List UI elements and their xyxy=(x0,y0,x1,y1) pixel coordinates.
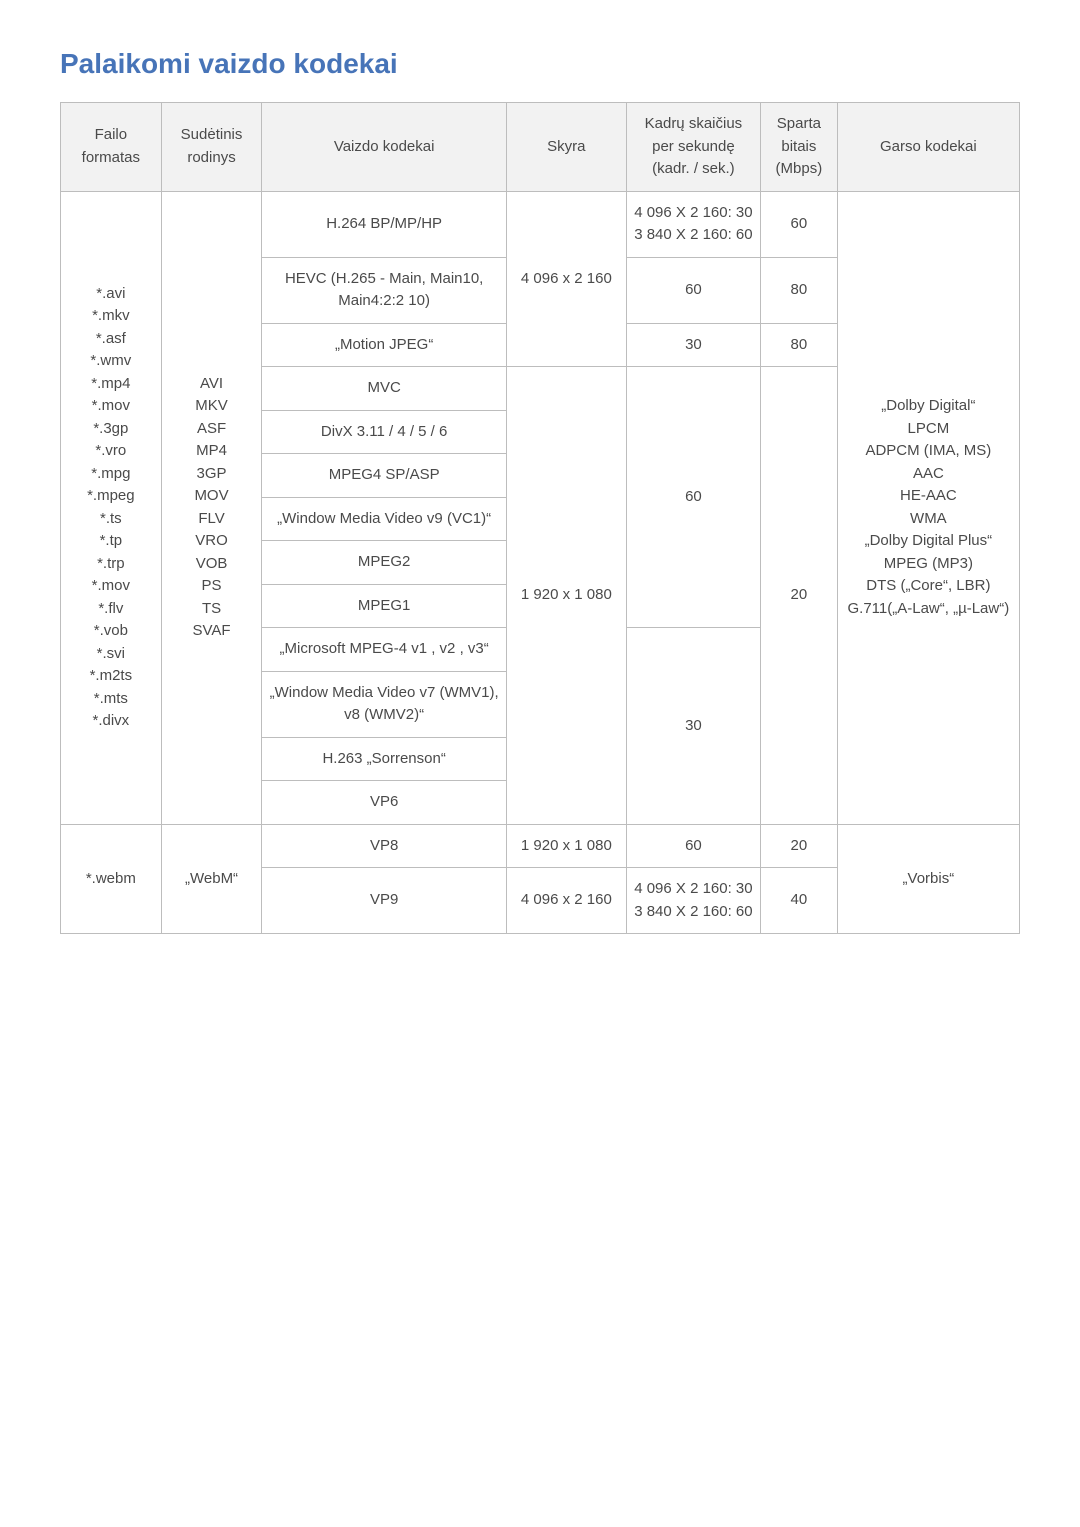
cell-codec: „Microsoft MPEG-4 v1 , v2 , v3“ xyxy=(262,628,507,672)
cell-containers: „WebM“ xyxy=(161,824,262,934)
cell-res: 4 096 x 2 160 xyxy=(506,868,626,934)
col-container: Sudėtinisrodinys xyxy=(161,103,262,192)
page-title: Palaikomi vaizdo kodekai xyxy=(60,48,1020,80)
cell-res: 1 920 x 1 080 xyxy=(506,824,626,868)
col-file-format: Failoformatas xyxy=(61,103,162,192)
cell-fps: 60 xyxy=(626,824,760,868)
cell-bitrate: 80 xyxy=(761,257,838,323)
cell-fps: 4 096 X 2 160: 303 840 X 2 160: 60 xyxy=(626,868,760,934)
col-fps: Kadrų skaičiusper sekundę(kadr. / sek.) xyxy=(626,103,760,192)
col-resolution: Skyra xyxy=(506,103,626,192)
cell-bitrate: 40 xyxy=(761,868,838,934)
cell-fps: 4 096 X 2 160: 303 840 X 2 160: 60 xyxy=(626,191,760,257)
cell-codec: MPEG1 xyxy=(262,584,507,628)
cell-file-formats: *.avi*.mkv*.asf*.wmv*.mp4*.mov*.3gp*.vro… xyxy=(61,191,162,824)
cell-bitrate: 20 xyxy=(761,367,838,825)
cell-bitrate: 80 xyxy=(761,323,838,367)
cell-bitrate: 60 xyxy=(761,191,838,257)
cell-codec: VP9 xyxy=(262,868,507,934)
cell-codec: MVC xyxy=(262,367,507,411)
col-bitrate: Spartabitais(Mbps) xyxy=(761,103,838,192)
cell-codec: „Window Media Video v7 (WMV1), v8 (WMV2)… xyxy=(262,671,507,737)
cell-codec: VP8 xyxy=(262,824,507,868)
cell-codec: DivX 3.11 / 4 / 5 / 6 xyxy=(262,410,507,454)
cell-codec: „Motion JPEG“ xyxy=(262,323,507,367)
cell-fps: 60 xyxy=(626,257,760,323)
table-row: *.avi*.mkv*.asf*.wmv*.mp4*.mov*.3gp*.vro… xyxy=(61,191,1020,257)
table-row: *.webm „WebM“ VP8 1 920 x 1 080 60 20 „V… xyxy=(61,824,1020,868)
cell-fps: 30 xyxy=(626,628,760,825)
cell-bitrate: 20 xyxy=(761,824,838,868)
cell-codec: H.263 „Sorrenson“ xyxy=(262,737,507,781)
cell-res: 4 096 x 2 160 xyxy=(506,191,626,367)
codec-table: Failoformatas Sudėtinisrodinys Vaizdo ko… xyxy=(60,102,1020,934)
cell-codec: „Window Media Video v9 (VC1)“ xyxy=(262,497,507,541)
cell-fps: 30 xyxy=(626,323,760,367)
cell-codec: VP6 xyxy=(262,781,507,825)
table-header-row: Failoformatas Sudėtinisrodinys Vaizdo ko… xyxy=(61,103,1020,192)
cell-codec: H.264 BP/MP/HP xyxy=(262,191,507,257)
cell-codec: MPEG4 SP/ASP xyxy=(262,454,507,498)
col-video-codec: Vaizdo kodekai xyxy=(262,103,507,192)
cell-file-formats: *.webm xyxy=(61,824,162,934)
cell-containers: AVIMKVASFMP43GPMOVFLVVROVOBPSTSSVAF xyxy=(161,191,262,824)
cell-res: 1 920 x 1 080 xyxy=(506,367,626,825)
cell-codec: MPEG2 xyxy=(262,541,507,585)
cell-fps: 60 xyxy=(626,367,760,628)
cell-codec: HEVC (H.265 - Main, Main10, Main4:2:2 10… xyxy=(262,257,507,323)
cell-audio: „Dolby Digital“LPCMADPCM (IMA, MS)AACHE-… xyxy=(837,191,1019,824)
col-audio-codec: Garso kodekai xyxy=(837,103,1019,192)
cell-audio: „Vorbis“ xyxy=(837,824,1019,934)
